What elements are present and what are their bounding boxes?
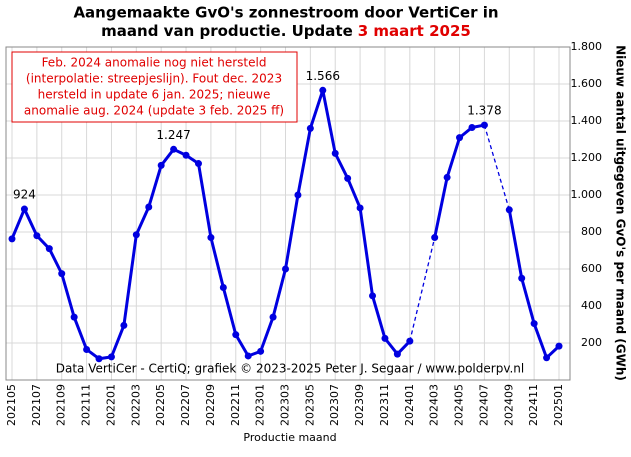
- data-point: [219, 284, 227, 291]
- x-tick-label: 202411: [527, 384, 540, 426]
- annotation-box: [11, 51, 298, 123]
- x-tick-label: 202311: [378, 384, 391, 426]
- data-point: [45, 245, 53, 253]
- data-point: [8, 235, 16, 243]
- x-tick-label: 202303: [279, 384, 292, 426]
- data-point: [257, 347, 265, 355]
- x-tick-label: 202305: [303, 384, 316, 426]
- data-point: [107, 353, 115, 361]
- data-point: [157, 161, 165, 169]
- data-point: [369, 292, 377, 300]
- data-point: [543, 354, 551, 362]
- data-point: [282, 265, 289, 273]
- annotation-line: Feb. 2024 anomalie nog niet hersteld: [42, 56, 267, 70]
- data-point: [70, 313, 78, 321]
- data-point: [331, 149, 339, 157]
- x-tick-label: 202111: [80, 384, 93, 426]
- data-point: [406, 337, 414, 345]
- x-tick-label: 202107: [30, 384, 43, 426]
- x-tick-label: 202211: [229, 384, 242, 426]
- data-point: [145, 203, 153, 211]
- x-tick-label: 202407: [477, 384, 490, 426]
- data-point: [456, 134, 464, 142]
- x-tick-label: 202105: [5, 384, 18, 426]
- y-tick-label: 600: [581, 262, 602, 275]
- data-point: [132, 231, 140, 239]
- y-tick-label: 1.200: [571, 151, 603, 164]
- x-tick-label: 202307: [328, 384, 341, 426]
- title-date: 3 maart 2025: [358, 22, 471, 40]
- annotation-line: anomalie aug. 2024 (update 3 feb. 2025 f…: [24, 104, 284, 118]
- data-point: [468, 123, 476, 131]
- x-tick-label: 202409: [502, 384, 515, 426]
- data-label: 1.378: [467, 104, 501, 118]
- data-point: [207, 234, 215, 242]
- interpolation-line: [483, 124, 510, 210]
- data-point: [20, 205, 28, 213]
- y-tick-label: 1.400: [571, 114, 603, 127]
- x-tick-label: 202201: [104, 384, 117, 426]
- data-point: [95, 355, 103, 363]
- x-tick-label: 202301: [254, 384, 267, 426]
- x-tick-label: 202205: [154, 384, 167, 426]
- annotation: Feb. 2024 anomalie nog niet hersteld (int…: [24, 56, 284, 118]
- data-label: 924: [13, 188, 36, 202]
- data-point: [356, 204, 364, 212]
- data-point: [170, 145, 178, 153]
- data-label: 1.566: [306, 69, 340, 83]
- x-tick-label: 202207: [179, 384, 192, 426]
- x-tick-label: 202309: [353, 384, 366, 426]
- x-tick-label: 202109: [55, 384, 68, 426]
- chart-title-line2: maand van productie. Update 3 maart 2025: [101, 22, 471, 40]
- annotation-line: hersteld in update 6 jan. 2025; nieuwe: [38, 88, 271, 102]
- data-point: [58, 270, 66, 278]
- interpolation-line: [409, 237, 436, 342]
- data-point: [182, 151, 190, 159]
- plot-border: [5, 46, 571, 381]
- data-point: [518, 274, 526, 282]
- y-tick-label: 1.000: [571, 188, 603, 201]
- data-label: 1.247: [156, 128, 190, 142]
- x-tick-label: 202209: [204, 384, 217, 426]
- data-point: [269, 313, 277, 321]
- data-point: [505, 206, 513, 214]
- y-tick-label: 1.800: [571, 40, 603, 53]
- data-point: [443, 173, 451, 181]
- data-point: [83, 345, 91, 353]
- data-point: [194, 160, 202, 168]
- data-point: [120, 321, 128, 329]
- y-tick-label: 1.600: [571, 77, 603, 90]
- data-point: [480, 121, 488, 129]
- data-point: [294, 191, 302, 199]
- data-point: [319, 86, 327, 94]
- chart-title: Aangemaakte GvO's zonnestroom door Verti…: [73, 4, 498, 22]
- data-point: [306, 124, 314, 132]
- y-axis-label: Nieuw aantal uitgegeven GvO's per maand …: [614, 45, 628, 381]
- data-point: [33, 232, 41, 240]
- y-tick-label: 800: [581, 225, 602, 238]
- y-tick-label: 400: [581, 299, 602, 312]
- data-point: [381, 334, 389, 342]
- y-tick-label: 200: [581, 336, 602, 349]
- x-tick-label: 202401: [403, 384, 416, 426]
- data-point: [393, 350, 401, 358]
- x-tick-label: 202501: [552, 384, 565, 426]
- data-point: [244, 352, 252, 360]
- credit: Data VertiCer - CertiQ; grafiek © 2023-2…: [56, 362, 525, 376]
- data-point: [555, 342, 563, 350]
- x-axis-label: Productie maand: [243, 431, 336, 444]
- data-point: [431, 234, 439, 242]
- data-point: [530, 320, 538, 328]
- x-tick-label: 202405: [453, 384, 466, 426]
- x-tick-label: 202203: [129, 384, 142, 426]
- x-tick-label: 202403: [428, 384, 441, 426]
- data-point: [232, 331, 240, 339]
- data-point: [344, 174, 352, 182]
- title-text: maand van productie. Update: [101, 22, 353, 40]
- annotation-line: (interpolatie: streepjeslijn). Fout dec.…: [26, 72, 282, 86]
